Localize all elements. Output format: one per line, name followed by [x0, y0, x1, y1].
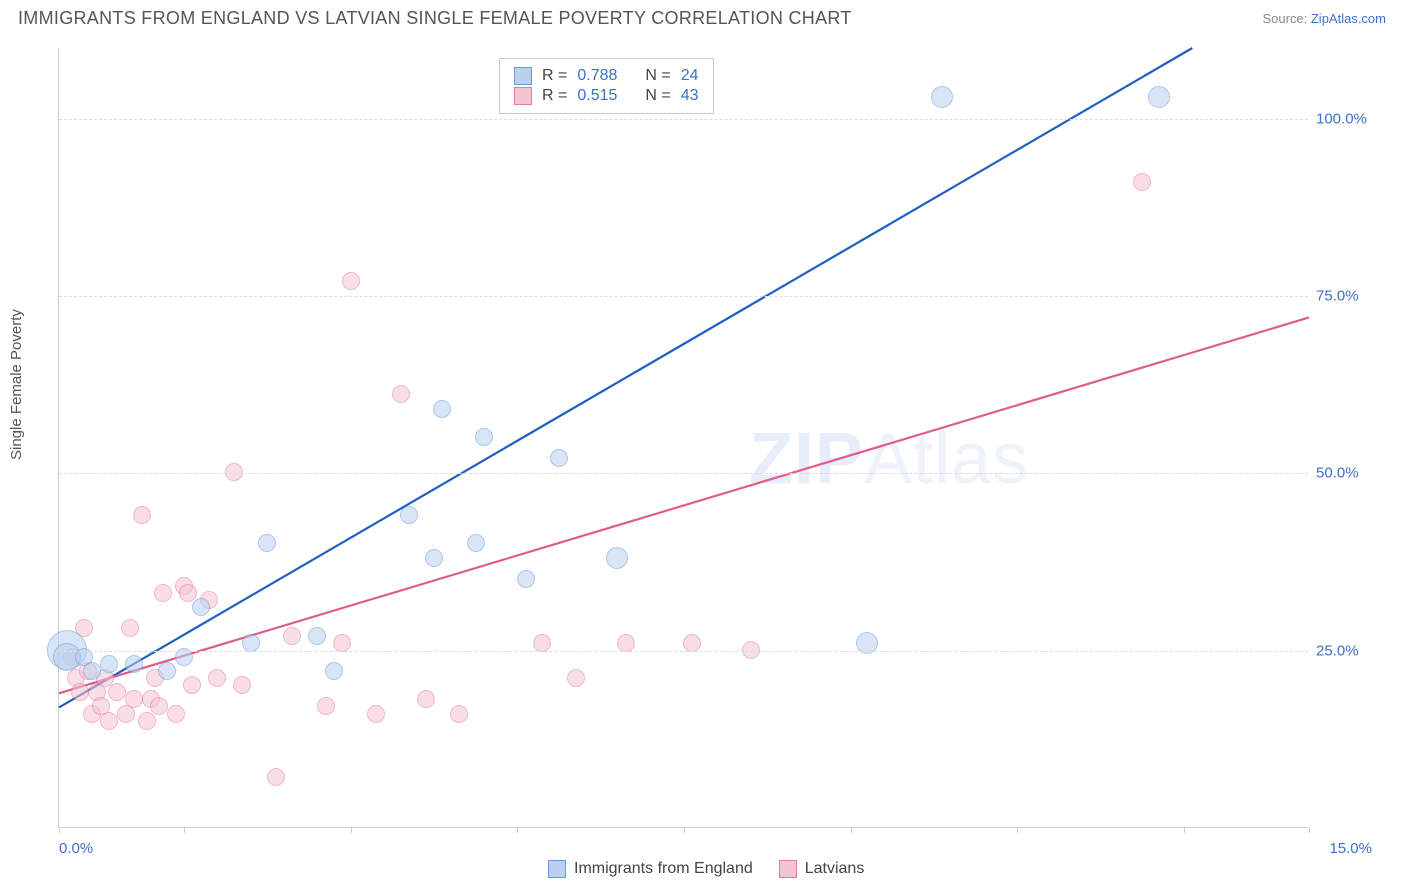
data-point: [125, 690, 143, 708]
data-point: [183, 676, 201, 694]
data-point: [417, 690, 435, 708]
gridline: [59, 473, 1308, 474]
data-point: [931, 86, 953, 108]
data-point: [283, 627, 301, 645]
correlation-legend-row: R = 0.788 N = 24: [514, 67, 699, 85]
series-legend: Immigrants from England Latvians: [548, 860, 864, 878]
data-point: [108, 683, 126, 701]
x-tick: [184, 827, 185, 833]
r-value: 0.515: [577, 87, 617, 105]
n-label: N =: [645, 67, 670, 85]
legend-swatch: [548, 860, 566, 878]
data-point: [208, 669, 226, 687]
data-point: [475, 428, 493, 446]
data-point: [1148, 86, 1170, 108]
data-point: [467, 534, 485, 552]
y-tick-label: 25.0%: [1316, 642, 1386, 659]
data-point: [517, 570, 535, 588]
x-tick: [351, 827, 352, 833]
x-tick: [1017, 827, 1018, 833]
data-point: [121, 619, 139, 637]
gridline: [59, 296, 1308, 297]
y-tick-label: 50.0%: [1316, 465, 1386, 482]
chart-container: Single Female Poverty ZIPAtlas R = 0.788…: [18, 40, 1388, 880]
y-tick-label: 75.0%: [1316, 288, 1386, 305]
data-point: [433, 400, 451, 418]
data-point: [83, 662, 101, 680]
data-point: [100, 712, 118, 730]
correlation-legend-row: R = 0.515 N = 43: [514, 87, 699, 105]
y-tick-label: 100.0%: [1316, 110, 1386, 127]
data-point: [450, 705, 468, 723]
x-tick: [851, 827, 852, 833]
r-value: 0.788: [577, 67, 617, 85]
data-point: [71, 683, 89, 701]
data-point: [550, 449, 568, 467]
data-point: [150, 697, 168, 715]
data-point: [138, 712, 156, 730]
data-point: [333, 634, 351, 652]
gridline: [59, 651, 1308, 652]
data-point: [567, 669, 585, 687]
data-point: [325, 662, 343, 680]
data-point: [154, 584, 172, 602]
legend-item: Immigrants from England: [548, 860, 753, 878]
legend-swatch-england: [514, 67, 532, 85]
x-tick: [517, 827, 518, 833]
header: IMMIGRANTS FROM ENGLAND VS LATVIAN SINGL…: [0, 0, 1406, 33]
x-tick-label: 15.0%: [1329, 840, 1372, 857]
data-point: [167, 705, 185, 723]
r-label: R =: [542, 67, 567, 85]
data-point: [683, 634, 701, 652]
y-axis-label: Single Female Poverty: [8, 309, 25, 460]
data-point: [308, 627, 326, 645]
data-point: [258, 534, 276, 552]
data-point: [606, 547, 628, 569]
source-prefix: Source:: [1262, 11, 1310, 26]
trend-line: [59, 48, 1192, 707]
gridline: [59, 119, 1308, 120]
x-tick: [59, 827, 60, 833]
x-tick-label: 0.0%: [59, 840, 93, 857]
source-attribution: Source: ZipAtlas.com: [1262, 11, 1386, 26]
data-point: [317, 697, 335, 715]
data-point: [125, 655, 143, 673]
chart-title: IMMIGRANTS FROM ENGLAND VS LATVIAN SINGL…: [18, 8, 852, 29]
source-link[interactable]: ZipAtlas.com: [1311, 11, 1386, 26]
data-point: [425, 549, 443, 567]
n-value: 24: [681, 67, 699, 85]
data-point: [342, 272, 360, 290]
x-tick: [1309, 827, 1310, 833]
data-point: [233, 676, 251, 694]
legend-item: Latvians: [779, 860, 865, 878]
data-point: [533, 634, 551, 652]
data-point: [367, 705, 385, 723]
plot-area: ZIPAtlas R = 0.788 N = 24 R = 0.515 N = …: [58, 48, 1308, 828]
legend-label: Latvians: [805, 860, 865, 878]
data-point: [100, 655, 118, 673]
legend-label: Immigrants from England: [574, 860, 753, 878]
data-point: [192, 598, 210, 616]
data-point: [1133, 173, 1151, 191]
data-point: [242, 634, 260, 652]
data-point: [267, 768, 285, 786]
data-point: [400, 506, 418, 524]
legend-swatch-latvians: [514, 87, 532, 105]
r-label: R =: [542, 87, 567, 105]
x-tick: [1184, 827, 1185, 833]
n-label: N =: [645, 87, 670, 105]
data-point: [133, 506, 151, 524]
legend-swatch: [779, 860, 797, 878]
data-point: [392, 385, 410, 403]
n-value: 43: [681, 87, 699, 105]
x-tick: [684, 827, 685, 833]
data-point: [158, 662, 176, 680]
data-point: [617, 634, 635, 652]
correlation-legend: R = 0.788 N = 24 R = 0.515 N = 43: [499, 58, 714, 114]
trend-lines-layer: [59, 48, 1308, 827]
